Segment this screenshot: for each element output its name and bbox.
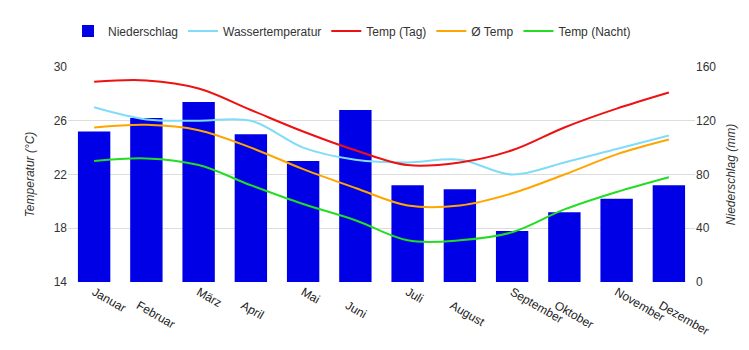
svg-text:120: 120 [696, 114, 716, 128]
svg-text:Februar: Februar [134, 298, 177, 331]
svg-text:Juli: Juli [403, 285, 426, 306]
svg-text:Juni: Juni [343, 298, 369, 321]
svg-text:Temp (Tag): Temp (Tag) [366, 25, 426, 39]
svg-text:Wassertemperatur: Wassertemperatur [223, 25, 321, 39]
svg-text:April: April [239, 298, 267, 322]
svg-text:Mai: Mai [299, 285, 323, 307]
svg-text:40: 40 [696, 221, 710, 235]
svg-text:Januar: Januar [90, 285, 129, 315]
svg-text:80: 80 [696, 168, 710, 182]
svg-text:0: 0 [696, 275, 703, 289]
svg-text:Ø Temp: Ø Temp [471, 25, 513, 39]
svg-text:26: 26 [54, 114, 68, 128]
svg-text:160: 160 [696, 60, 716, 74]
svg-text:22: 22 [54, 168, 68, 182]
svg-text:Niederschlag: Niederschlag [108, 25, 178, 39]
svg-text:Niederschlag (mm): Niederschlag (mm) [724, 124, 738, 225]
svg-text:30: 30 [54, 60, 68, 74]
svg-text:November: November [612, 285, 667, 325]
svg-text:Dezember: Dezember [657, 298, 712, 338]
svg-text:September: September [508, 285, 566, 326]
svg-text:14: 14 [54, 275, 68, 289]
svg-text:Temperatur (°C): Temperatur (°C) [23, 132, 37, 218]
svg-text:März: März [194, 285, 224, 310]
svg-text:August: August [448, 298, 488, 329]
svg-text:18: 18 [54, 221, 68, 235]
svg-text:Temp (Nacht): Temp (Nacht) [558, 25, 630, 39]
svg-text:Oktober: Oktober [552, 298, 596, 331]
